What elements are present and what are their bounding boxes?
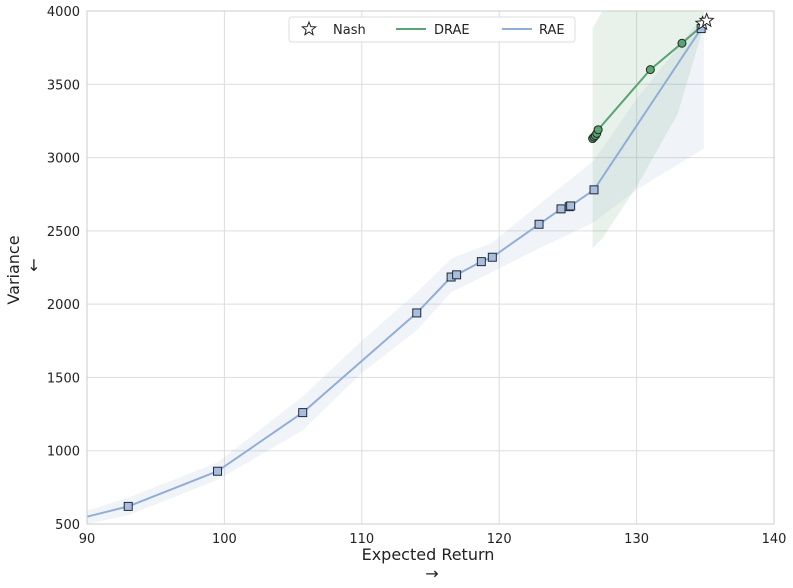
legend-label-drae: DRAE xyxy=(434,23,470,38)
plot-frame xyxy=(86,10,775,525)
x-tick-label: 90 xyxy=(79,532,96,547)
y-tick-label: 3000 xyxy=(47,152,80,167)
marker-drae xyxy=(677,38,687,48)
y-tick-label: 2500 xyxy=(47,225,80,240)
x-axis-arrow: → xyxy=(425,564,438,583)
legend-nash-star-icon xyxy=(300,20,318,36)
x-tick-labels: 90 100 110 120 130 140 xyxy=(79,532,787,547)
x-tick-label: 100 xyxy=(212,532,237,547)
y-axis-arrow: ← xyxy=(24,258,43,271)
marker-drae xyxy=(645,65,655,75)
y-tick-label: 2000 xyxy=(47,298,80,313)
marker-rae xyxy=(589,185,599,195)
marker-rae xyxy=(534,219,544,229)
marker-nash xyxy=(698,12,715,28)
legend: Nash DRAE RAE xyxy=(288,16,576,43)
y-tick-labels: 500 1000 1500 2000 2500 3000 3500 4000 xyxy=(47,5,80,533)
x-axis-label: Expected Return xyxy=(362,545,495,564)
marker-rae xyxy=(123,501,133,511)
x-tick-label: 130 xyxy=(624,532,649,547)
y-tick-label: 3500 xyxy=(47,78,80,93)
y-tick-label: 1000 xyxy=(47,445,80,460)
marker-rae xyxy=(566,201,576,211)
y-tick-label: 1500 xyxy=(47,371,80,386)
marker-rae xyxy=(556,204,566,214)
y-tick-label: 500 xyxy=(55,518,80,533)
marker-rae xyxy=(213,466,223,476)
plot-background xyxy=(87,11,774,524)
y-axis-label: Variance xyxy=(4,235,23,304)
marker-drae xyxy=(593,125,603,135)
marker-rae xyxy=(412,308,422,318)
marker-rae xyxy=(298,408,308,418)
x-tick-label: 110 xyxy=(349,532,374,547)
band-drae xyxy=(592,11,704,249)
confidence-bands xyxy=(87,11,704,525)
x-tick-label: 120 xyxy=(487,532,512,547)
x-tick-label: 140 xyxy=(762,532,787,547)
y-tick-label: 4000 xyxy=(47,5,80,20)
marker-rae xyxy=(487,252,497,262)
legend-box xyxy=(288,16,576,43)
marker-rae xyxy=(476,257,486,267)
series-markers xyxy=(123,12,715,511)
legend-label-rae: RAE xyxy=(539,23,565,38)
legend-label-nash: Nash xyxy=(333,23,366,38)
marker-rae xyxy=(452,270,462,280)
